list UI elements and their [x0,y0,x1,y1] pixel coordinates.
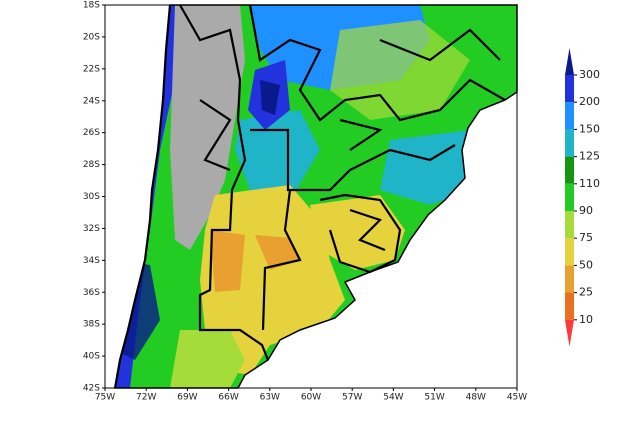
x-tick-label: 45W [507,393,527,403]
field-patch [210,230,245,292]
y-tick-label: 20S [83,32,100,42]
legend-label: 10 [579,313,593,326]
legend-label: 125 [579,150,600,163]
legend-swatch [565,129,574,157]
legend-swatch [565,75,574,103]
x-tick-label: 51W [424,393,444,403]
legend-label: 75 [579,231,593,244]
legend-label: 25 [579,286,593,299]
y-tick-label: 18S [83,1,100,11]
x-tick-label: 48W [466,393,486,403]
legend-swatch [565,319,574,347]
x-tick-label: 54W [383,393,403,403]
x-tick-label: 72W [136,393,156,403]
legend-label: 110 [579,177,600,190]
field-patch [255,235,300,270]
y-tick-label: 40S [83,352,100,362]
legend: 300 200 150 125 110 90 75 50 25 10 [565,48,600,347]
coastline [114,4,518,389]
legend-swatch [565,183,574,211]
legend-swatch [565,102,574,130]
x-tick-label: 69W [177,393,197,403]
field-patch [310,195,405,270]
field-patch [235,110,320,200]
legend-label: 50 [579,258,593,271]
andes-mask [170,5,245,250]
x-tick-label: 60W [301,393,321,403]
x-tick-label: 57W [342,393,362,403]
precip-field [115,5,517,388]
y-tick-label: 36S [83,288,100,298]
field-patch [260,80,280,115]
x-tick-label: 63W [260,393,280,403]
x-tick-label: 66W [218,393,238,403]
y-tick-label: 30S [83,192,100,202]
legend-label: 300 [579,68,600,81]
legend-swatch [565,265,574,293]
legend-swatch [565,156,574,184]
y-tick-label: 42S [83,384,100,394]
legend-swatch [565,48,574,75]
y-tick-label: 38S [83,320,100,330]
y-tick-label: 24S [83,96,100,106]
y-tick-label: 32S [83,224,100,234]
legend-label: 200 [579,95,600,108]
field-patch [330,20,470,120]
field-patch [170,330,245,388]
legend-swatch [565,238,574,266]
legend-label: 90 [579,204,593,217]
legend-swatch [565,211,574,239]
legend-swatch [565,292,574,320]
legend-label: 150 [579,122,600,135]
field-patch [380,130,470,205]
y-tick-label: 28S [83,160,100,170]
y-tick-label: 34S [83,256,100,266]
y-tick-label: 26S [83,128,100,138]
y-tick-label: 22S [83,64,100,74]
x-tick-label: 75W [95,393,115,403]
axes: 75W 72W 69W 66W 63W 60W 57W 54W 51W 48W 45W 18S 20S 2… [83,1,527,403]
